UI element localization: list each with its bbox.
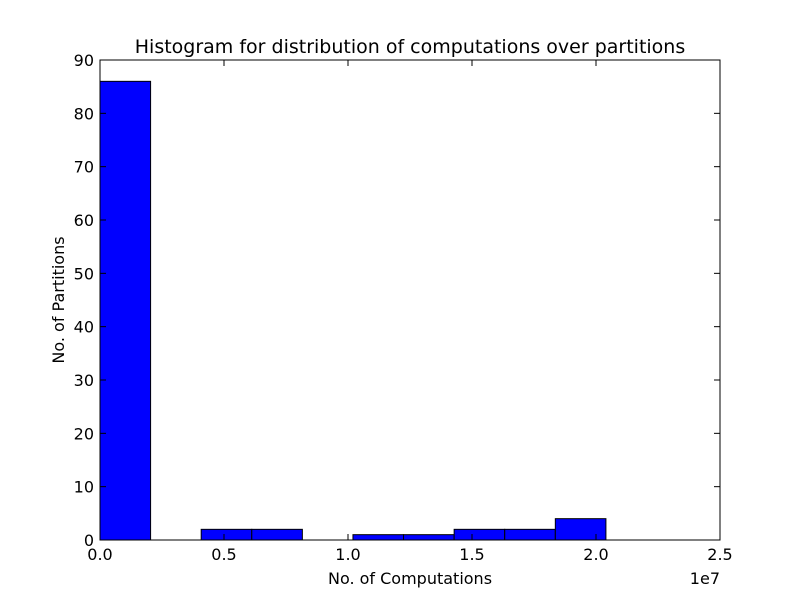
histogram-bar-7 (453, 528, 506, 541)
histogram-bar-9 (554, 518, 607, 541)
tick-labels-group: 0.0 0.5 1.0 1.5 2.0 2.5 0 10 20 30 40 50 60 70 80 90 (74, 51, 733, 564)
histogram-bar-0 (99, 80, 152, 541)
x-tick-label-5: 2.5 (707, 545, 732, 564)
x-tick-label-2: 1.0 (335, 545, 360, 564)
x-tick-label-4: 2.0 (583, 545, 608, 564)
y-tick-label-7: 70 (74, 158, 94, 177)
y-tick-label-4: 40 (74, 318, 94, 337)
x-tick-label-3: 1.5 (459, 545, 484, 564)
bars-group (99, 80, 607, 541)
histogram-bar-2 (200, 528, 253, 541)
x-tick-label-0: 0.0 (87, 545, 112, 564)
y-tick-label-5: 50 (74, 264, 94, 283)
ticks-group (99, 59, 721, 541)
histogram-bar-3 (251, 528, 303, 541)
y-tick-label-8: 80 (74, 104, 94, 123)
y-tick-label-9: 90 (74, 51, 94, 70)
y-axis-label: No. of Partitions (49, 236, 68, 363)
x-axis-label: No. of Computations (328, 569, 492, 588)
y-tick-label-3: 30 (74, 371, 94, 390)
x-axis-offset-label: 1e7 (690, 569, 720, 588)
axes-frame (99, 59, 721, 541)
y-tick-label-1: 10 (74, 478, 94, 497)
y-tick-label-0: 0 (84, 531, 94, 550)
histogram-bar-6 (403, 534, 455, 541)
y-tick-label-6: 60 (74, 211, 94, 230)
histogram-bar-8 (504, 528, 556, 541)
histogram-bar-5 (352, 534, 405, 541)
chart-title: Histogram for distribution of computatio… (135, 36, 686, 58)
x-tick-label-1: 0.5 (211, 545, 236, 564)
y-tick-label-2: 20 (74, 424, 94, 443)
